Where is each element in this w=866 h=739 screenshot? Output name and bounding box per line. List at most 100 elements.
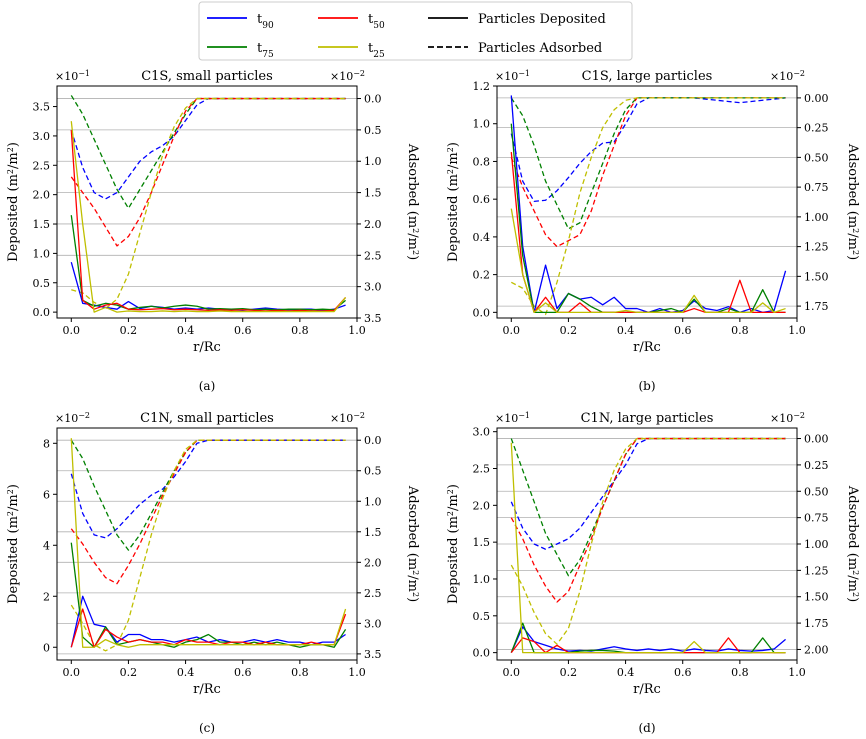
legend-label: t90: [257, 12, 274, 31]
y-tick-label: 3.0: [473, 426, 491, 439]
y-tick-label: 2: [43, 590, 50, 603]
legend-label: Particles Deposited: [478, 12, 606, 27]
y2-tick-label: 0.25: [804, 459, 829, 472]
y-tick-label: 3.5: [33, 101, 51, 114]
y-tick-label: 0.5: [473, 610, 491, 623]
series-t25-adsorbed: [71, 97, 346, 310]
series-t25-deposited: [70, 438, 347, 648]
y-multiplier: ×10−1: [55, 69, 90, 84]
chart-panels: 0.0 0.2 0.4 0.6 0.8 1.0 0.0 0.5 1.0 1.5 2.0 2.5 3.0 3…: [6, 69, 861, 736]
y-multiplier: ×10−2: [55, 411, 90, 426]
chart-title: C1N, small particles: [140, 411, 274, 426]
legend-entry-particles-adsorbed: Particles Adsorbed: [428, 41, 602, 56]
y-tick-label: 3.0: [33, 130, 51, 143]
y2-tick-label: 1.00: [804, 211, 829, 224]
y2-tick-label: 3.5: [364, 312, 382, 325]
legend-label: t50: [368, 12, 385, 31]
x-tick-label: 0.2: [120, 666, 138, 679]
x-tick-label: 1.0: [788, 666, 806, 679]
y2-tick-label: 0.5: [364, 124, 382, 137]
y2-tick-label: 1.5: [364, 187, 382, 200]
y2-tick-label: 1.75: [804, 300, 829, 313]
series-t75-adsorbed: [70, 95, 346, 209]
legend-entry-t75: t75: [207, 41, 274, 60]
y2-tick-label: 0.00: [804, 433, 829, 446]
y2-tick-label: 2.0: [364, 556, 382, 569]
series-t50-deposited: [70, 608, 347, 648]
legend-frame: [198, 1, 633, 61]
y2-tick-label: 0.75: [804, 512, 829, 525]
y-tick-label: 2.5: [473, 463, 491, 476]
series-t90-deposited: [70, 595, 346, 648]
panel-caption: (d): [638, 721, 655, 735]
chart-title: C1S, large particles: [582, 69, 713, 84]
x-tick-label: 0.6: [234, 324, 252, 337]
y-axis-label: Deposited (m2/m2): [6, 142, 22, 262]
y-tick-label: 1.2: [473, 80, 491, 93]
panel-b: 0.0 0.2 0.4 0.6 0.8 1.0 0.0 0.2 0.4 0.6 0.8 1.0 1.2 0…: [446, 69, 861, 394]
panel-caption: (c): [199, 721, 215, 735]
y-tick-label: 0.2: [473, 269, 491, 282]
x-tick-label: 0.6: [234, 666, 252, 679]
series-t25-adsorbed: [510, 97, 786, 316]
y2-tick-label: 2.0: [364, 218, 382, 231]
series-t75-adsorbed: [510, 437, 786, 577]
y2-tick-label: 3.5: [364, 648, 382, 661]
x-tick-label: 1.0: [788, 324, 806, 337]
y2-tick-label: 1.50: [804, 270, 829, 283]
series-t90-deposited: [510, 626, 786, 653]
panel-c: 0.0 0.2 0.4 0.6 0.8 1.0 0 2 4 6 8 0.0 0.5 1.0 1.5 2.0 2.…: [6, 411, 421, 736]
y2-tick-label: 0.50: [804, 485, 829, 498]
y-tick-label: 0.4: [473, 231, 491, 244]
x-tick-label: 0.8: [731, 666, 749, 679]
y2-tick-label: 3.0: [364, 617, 382, 630]
y2-tick-label: 2.00: [804, 643, 829, 656]
series-t90-adsorbed: [510, 97, 786, 203]
y2-tick-label: 0.50: [804, 151, 829, 164]
series-t50-deposited: [510, 151, 786, 313]
x-axis-label: r/Rc: [633, 682, 661, 697]
y-tick-label: 0.8: [473, 155, 491, 168]
y2-tick-label: 2.5: [364, 587, 382, 600]
y2-tick-label: 1.25: [804, 241, 829, 254]
y-axis-label: Deposited (m2/m2): [446, 142, 462, 262]
y-tick-label: 2.5: [33, 159, 51, 172]
x-tick-label: 0.4: [617, 324, 635, 337]
series-group: [70, 438, 347, 652]
y2-axis-label: Adsorbed (m2/m2): [405, 143, 421, 260]
y-tick-label: 0.0: [33, 306, 51, 319]
series-t25-adsorbed: [70, 439, 346, 652]
y-tick-label: 0.0: [473, 647, 491, 660]
legend-label: t25: [368, 41, 385, 60]
x-axis-label: r/Rc: [193, 340, 221, 355]
series-t75-adsorbed: [510, 97, 786, 230]
plot-frame: [496, 85, 798, 319]
x-tick-label: 0.8: [291, 666, 309, 679]
y2-tick-label: 0.00: [804, 92, 829, 105]
series-t25-adsorbed: [510, 437, 786, 645]
y2-tick-label: 0.75: [804, 181, 829, 194]
series-t75-deposited: [510, 123, 786, 313]
y2-tick-label: 1.75: [804, 617, 829, 630]
y-tick-label: 1.5: [473, 536, 491, 549]
series-t75-deposited: [70, 215, 346, 311]
y2-tick-label: 0.0: [364, 434, 382, 447]
y-tick-label: 1.5: [33, 218, 51, 231]
y2-tick-label: 1.5: [364, 526, 382, 539]
plot-frame: [56, 85, 358, 319]
series-group: [510, 95, 787, 316]
legend-label: Particles Adsorbed: [478, 41, 602, 56]
x-tick-label: 0.6: [674, 324, 692, 337]
y-multiplier: ×10−1: [495, 69, 530, 84]
series-group: [70, 95, 347, 313]
y2-axis-label: Adsorbed (m2/m2): [405, 485, 421, 602]
y2-tick-label: 3.0: [364, 281, 382, 294]
series-t75-adsorbed: [70, 439, 346, 551]
x-axis-label: r/Rc: [633, 340, 661, 355]
y2-axis-label: Adsorbed (m2/m2): [845, 143, 861, 260]
y2-tick-label: 0.5: [364, 465, 382, 478]
y2-tick-label: 1.0: [364, 495, 382, 508]
series-t50-deposited: [70, 130, 347, 312]
panel-d: 0.0 0.2 0.4 0.6 0.8 1.0 0.0 0.5 1.0 1.5 2.0 2.5 3.0 0…: [446, 411, 861, 736]
